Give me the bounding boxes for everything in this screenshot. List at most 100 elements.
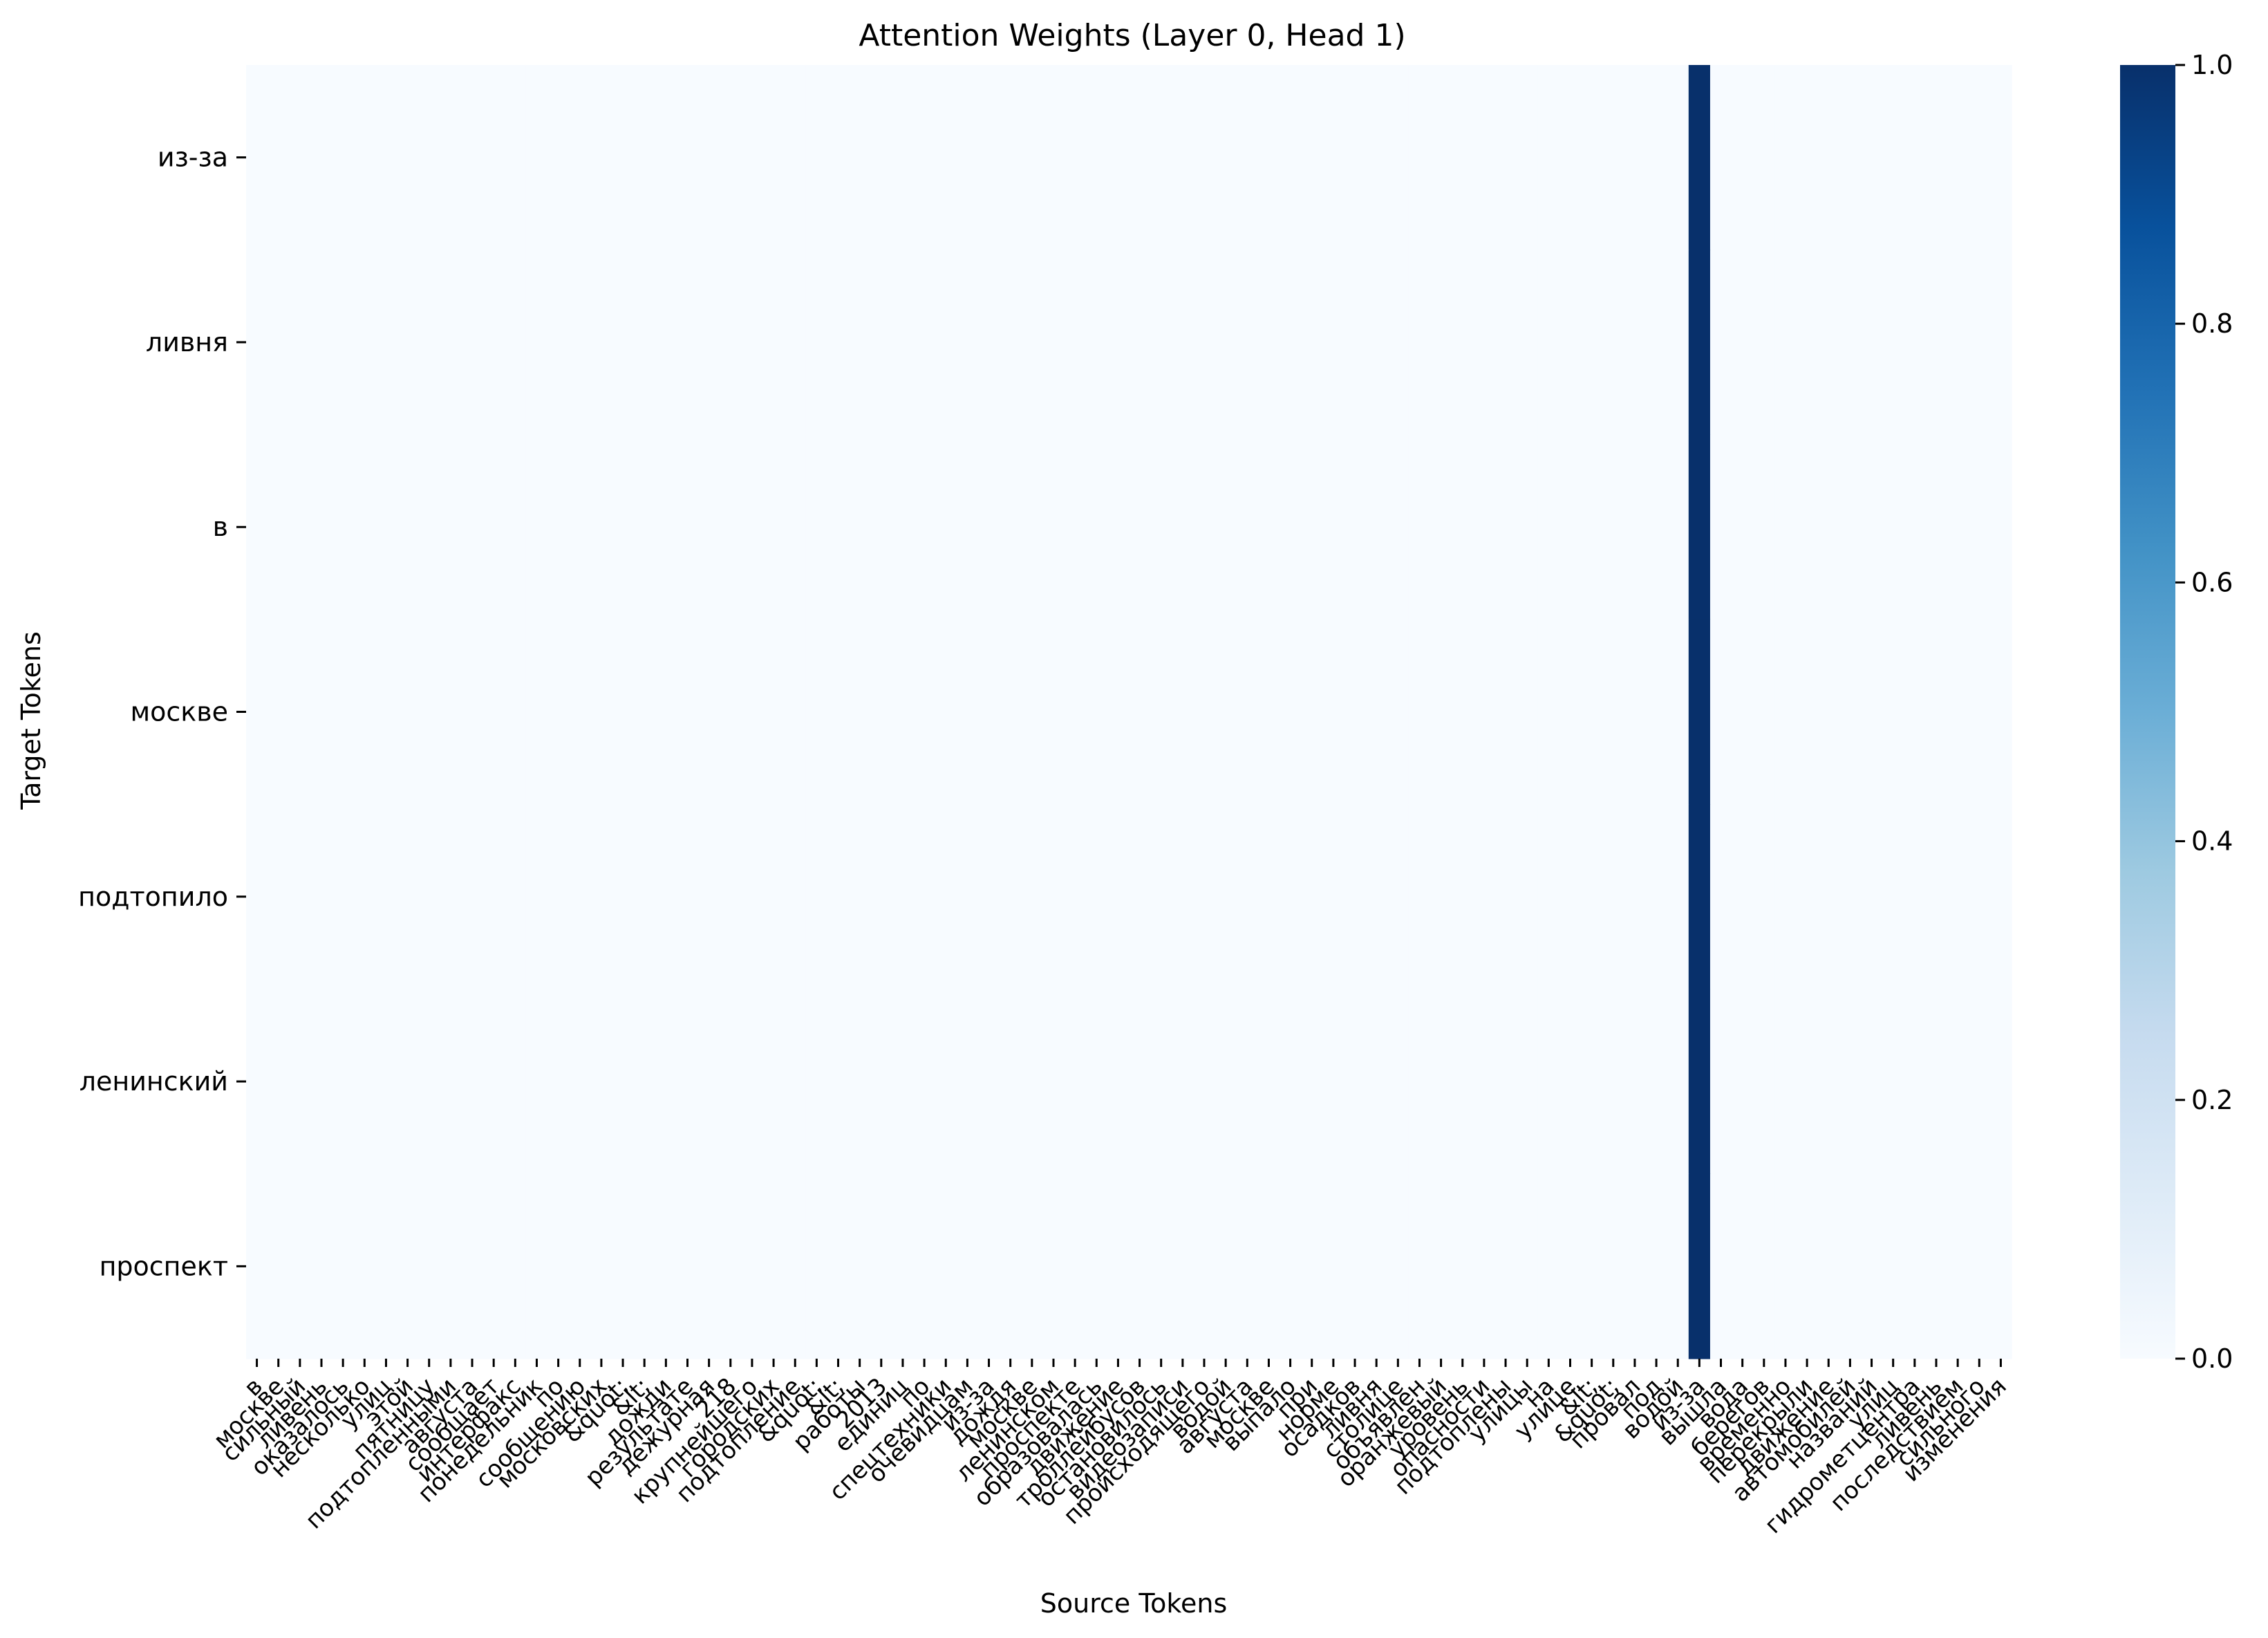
heatmap-cell — [397, 989, 419, 1175]
heatmap-cell — [1989, 434, 2012, 620]
heatmap-cell — [1667, 65, 1689, 250]
heatmap-cell — [289, 619, 312, 805]
heatmap-cell — [1365, 804, 1388, 990]
heatmap-cell — [1107, 989, 1130, 1175]
heatmap-cell — [1021, 619, 1044, 805]
heatmap-cell — [504, 619, 527, 805]
heatmap-cell — [1947, 989, 1969, 1175]
heatmap-cell — [246, 65, 268, 250]
heatmap-cell — [784, 434, 807, 620]
heatmap-cell — [375, 1173, 397, 1359]
heatmap-cell — [504, 434, 527, 620]
heatmap-cell — [1365, 65, 1388, 250]
heatmap-cell — [1989, 989, 2012, 1175]
heatmap-cell — [547, 989, 570, 1175]
heatmap-cell — [1129, 250, 1151, 436]
heatmap-cell — [805, 434, 828, 620]
heatmap-cell — [525, 804, 548, 990]
heatmap-cell — [504, 250, 527, 436]
heatmap-cell — [1193, 1173, 1216, 1359]
heatmap-cell — [1904, 619, 1927, 805]
heatmap-cell — [913, 65, 936, 250]
heatmap-cell — [1064, 434, 1087, 620]
heatmap-cell — [1301, 989, 1323, 1175]
heatmap-cell — [1645, 804, 1668, 990]
heatmap-cell — [1452, 619, 1474, 805]
heatmap-cell — [1257, 250, 1280, 436]
heatmap-cell — [1064, 1173, 1087, 1359]
heatmap-cell — [849, 1173, 871, 1359]
heatmap-cell — [1667, 804, 1689, 990]
heatmap-cell — [1860, 250, 1883, 436]
heatmap-cell — [1408, 619, 1431, 805]
heatmap-cell — [1667, 619, 1689, 805]
heatmap-cell — [1709, 804, 1732, 990]
heatmap-cell — [1280, 619, 1302, 805]
heatmap-cell — [1215, 804, 1237, 990]
heatmap-cell — [289, 1173, 312, 1359]
heatmap-cell — [1215, 65, 1237, 250]
heatmap-cell — [1645, 619, 1668, 805]
heatmap-cell — [268, 804, 290, 990]
heatmap-cell — [569, 989, 591, 1175]
heatmap-cell — [1774, 434, 1797, 620]
heatmap-cell — [849, 434, 871, 620]
heatmap-cell — [1581, 434, 1603, 620]
heatmap-cell — [375, 804, 397, 990]
x-axis: вмосквесильныйливеньоказалосьнесколькоул… — [208, 1359, 2012, 1539]
heatmap-cell — [1817, 65, 1840, 250]
heatmap-cell — [1796, 1173, 1819, 1359]
heatmap-cell — [440, 434, 462, 620]
heatmap-cell — [1925, 1173, 1948, 1359]
heatmap-cell — [1839, 434, 1862, 620]
heatmap-cell — [1473, 434, 1496, 620]
heatmap-cell — [482, 65, 505, 250]
heatmap-cell — [805, 250, 828, 436]
heatmap-cell — [720, 434, 742, 620]
heatmap-cell — [935, 250, 957, 436]
heatmap-cell — [1042, 989, 1065, 1175]
heatmap-cell — [1042, 250, 1065, 436]
colorbar-tick-label: 0.2 — [2191, 1085, 2233, 1115]
heatmap-cell — [913, 989, 936, 1175]
heatmap-cell — [1882, 250, 1904, 436]
heatmap-cell — [849, 65, 871, 250]
heatmap-cell — [1602, 1173, 1624, 1359]
heatmap-cell — [1774, 65, 1797, 250]
heatmap-cell — [268, 989, 290, 1175]
heatmap-cell — [1925, 434, 1948, 620]
heatmap-cell — [590, 434, 613, 620]
heatmap-cell — [1753, 804, 1775, 990]
heatmap-cell — [720, 1173, 742, 1359]
heatmap-cell — [1280, 434, 1302, 620]
heatmap-cell — [1796, 619, 1819, 805]
heatmap-cell — [698, 1173, 720, 1359]
heatmap-cell — [482, 989, 505, 1175]
heatmap-cell — [784, 619, 807, 805]
heatmap-cell — [720, 65, 742, 250]
heatmap-cell — [1430, 1173, 1452, 1359]
heatmap-cell — [397, 434, 419, 620]
heatmap-cell — [332, 1173, 355, 1359]
heatmap-cell — [892, 989, 915, 1175]
heatmap-cell — [1322, 65, 1345, 250]
heatmap-cell — [397, 250, 419, 436]
heatmap-cell — [590, 619, 613, 805]
heatmap-cell — [1839, 1173, 1862, 1359]
heatmap-cell — [827, 619, 850, 805]
heatmap-cell — [1624, 65, 1647, 250]
heatmap-cell — [1042, 1173, 1065, 1359]
heatmap-cell — [676, 804, 699, 990]
heatmap-cell — [1860, 804, 1883, 990]
heatmap-cell — [892, 804, 915, 990]
heatmap-cell — [1344, 989, 1367, 1175]
heatmap-cell — [1322, 989, 1345, 1175]
heatmap-cell — [1989, 65, 2012, 250]
heatmap-cell — [1021, 989, 1044, 1175]
heatmap-cell — [1624, 434, 1647, 620]
heatmap-cell — [1430, 804, 1452, 990]
heatmap-cell — [397, 619, 419, 805]
heatmap-cell — [1064, 989, 1087, 1175]
heatmap-cell — [1150, 65, 1172, 250]
